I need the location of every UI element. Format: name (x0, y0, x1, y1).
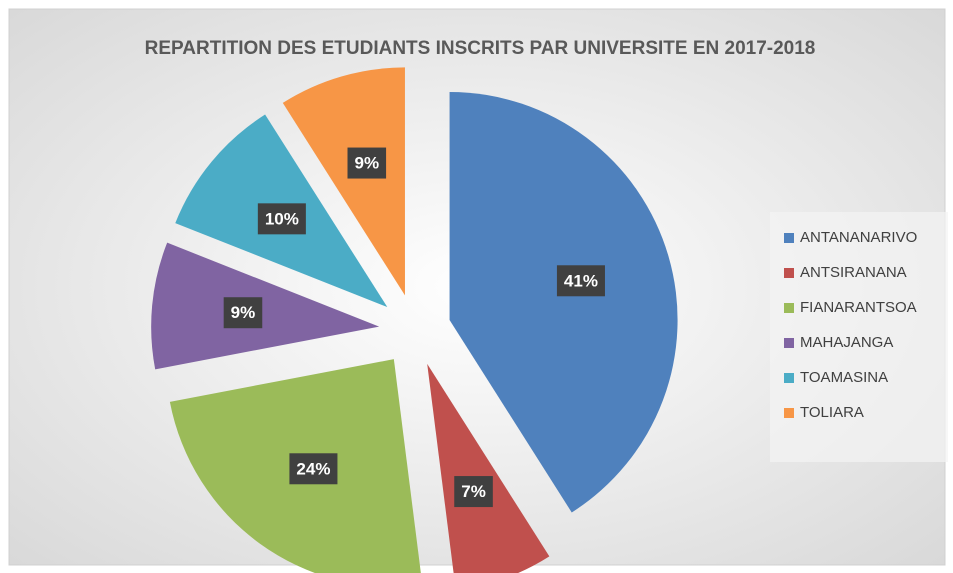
legend-label: FIANARANTSOA (800, 299, 917, 316)
data-label: 7% (461, 482, 486, 501)
data-label-box (289, 453, 338, 485)
legend-label: ANTANANARIVO (800, 229, 917, 246)
legend-swatch (784, 408, 794, 418)
legend-label: MAHAJANGA (800, 334, 893, 351)
data-label: 41% (564, 271, 598, 290)
data-label-box (257, 203, 306, 235)
data-label-box (556, 265, 605, 297)
data-label: 24% (296, 459, 330, 478)
legend-swatch (784, 268, 794, 278)
pie-slice (282, 67, 405, 296)
legend-swatch (784, 373, 794, 383)
legend-swatch (784, 303, 794, 313)
pie-slice (427, 363, 550, 573)
data-label: 10% (265, 209, 299, 228)
pie-slice (449, 91, 678, 513)
data-label-box (347, 147, 387, 179)
chart-title: REPARTITION DES ETUDIANTS INSCRITS PAR U… (144, 38, 816, 59)
legend-box (770, 212, 948, 462)
legend-label: TOAMASINA (800, 369, 888, 386)
data-label-box (223, 297, 263, 329)
data-label: 9% (355, 154, 380, 173)
legend-swatch (784, 338, 794, 348)
legend-label: TOLIARA (800, 404, 864, 421)
data-label: 9% (231, 303, 256, 322)
data-label-box (454, 476, 493, 508)
pie-slice (151, 242, 380, 370)
legend-swatch (784, 233, 794, 243)
legend-label: ANTSIRANANA (800, 264, 907, 281)
